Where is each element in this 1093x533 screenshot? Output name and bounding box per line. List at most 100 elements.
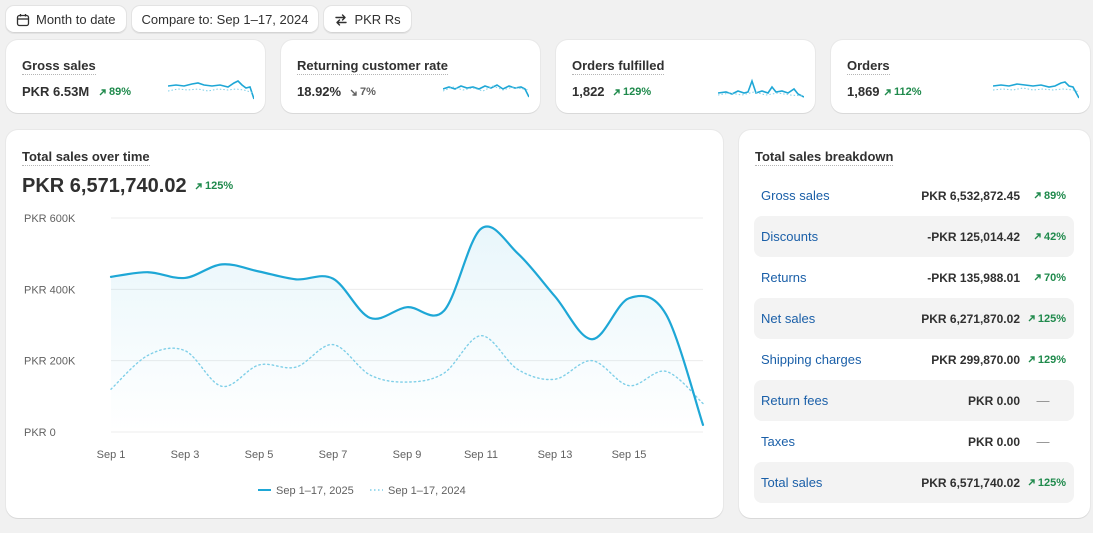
sales-line-chart[interactable]: PKR 600K PKR 400K PKR 200K PKR 0 Sep 1 Sep 3… (6, 130, 723, 518)
breakdown-value: PKR 6,532,872.45 (921, 188, 1020, 203)
metric-value: PKR 6.53M (22, 84, 90, 99)
x-tick-label: Sep 3 (171, 449, 200, 461)
breakdown-change: 125% (1020, 477, 1066, 489)
metric-card-gross-sales[interactable]: Gross sales PKR 6.53M 89% (6, 40, 265, 113)
breakdown-value: PKR 0.00 (967, 393, 1020, 408)
arrow-up-icon (195, 182, 202, 189)
breakdown-value: -PKR 125,014.42 (927, 229, 1020, 244)
breakdown-link[interactable]: Shipping charges (761, 352, 862, 367)
breakdown-change-value: 125% (1037, 476, 1066, 489)
sales-breakdown-card: Total sales breakdown Gross sales PKR 6,… (739, 130, 1090, 518)
y-tick-label: PKR 200K (24, 356, 76, 368)
series-line-current[interactable] (109, 225, 705, 426)
chart-total-value: PKR 6,571,740.02 (22, 175, 187, 197)
breakdown-row-discounts: Discounts -PKR 125,014.42 42% (754, 216, 1074, 257)
breakdown-change-value: 70% (1043, 271, 1066, 284)
currency-exchange-icon (335, 13, 348, 26)
breakdown-row-taxes: Taxes PKR 0.00 — (754, 421, 1074, 462)
y-tick-label: PKR 600K (24, 213, 76, 225)
breakdown-link[interactable]: Returns (761, 270, 807, 285)
metric-title[interactable]: Returning customer rate (297, 58, 448, 75)
arrow-up-icon (1028, 356, 1035, 363)
metric-change-value: 129% (623, 86, 652, 98)
metric-change: 129% (612, 86, 651, 98)
metric-change-value: 7% (360, 86, 376, 98)
breakdown-link[interactable]: Discounts (761, 229, 819, 244)
date-range-button[interactable]: Month to date (6, 6, 126, 33)
breakdown-value: PKR 299,870.00 (931, 352, 1020, 367)
metric-card-returning-customer-rate[interactable]: Returning customer rate 18.92% 7% (281, 40, 540, 113)
toolbar: Month to date Compare to: Sep 1–17, 2024… (6, 6, 411, 33)
breakdown-change-value: 125% (1037, 312, 1066, 325)
breakdown-value: PKR 0.00 (967, 434, 1020, 449)
x-tick-label: Sep 7 (319, 449, 348, 461)
arrow-up-icon (613, 88, 620, 95)
arrow-up-icon (99, 88, 106, 95)
metric-change: 7% (349, 86, 376, 98)
compare-button[interactable]: Compare to: Sep 1–17, 2024 (131, 6, 319, 33)
breakdown-row-net-sales: Net sales PKR 6,271,870.02 125% (754, 298, 1074, 339)
arrow-up-icon (1028, 315, 1035, 322)
breakdown-change-empty: — (1036, 393, 1050, 408)
breakdown-link[interactable]: Net sales (761, 311, 816, 326)
x-tick-label: Sep 9 (393, 449, 422, 461)
metric-card-orders[interactable]: Orders 1,869 112% (831, 40, 1090, 113)
date-range-label: Month to date (36, 12, 116, 27)
breakdown-link[interactable]: Total sales (761, 475, 823, 490)
calendar-icon (16, 13, 30, 26)
x-tick-label: Sep 1 (97, 449, 126, 461)
breakdown-change: 42% (1020, 231, 1066, 243)
currency-label: PKR Rs (354, 12, 401, 27)
y-tick-label: PKR 400K (24, 284, 76, 296)
arrow-up-icon (1034, 274, 1041, 281)
metric-change-value: 89% (109, 86, 132, 98)
arrow-down-icon (350, 89, 357, 96)
legend-label[interactable]: Sep 1–17, 2025 (276, 485, 354, 497)
metric-change-value: 112% (894, 86, 922, 98)
metric-sparkline (443, 84, 529, 98)
metric-title[interactable]: Orders fulfilled (572, 58, 665, 75)
chart-title[interactable]: Total sales over time (22, 149, 150, 166)
sales-over-time-card: Total sales over time PKR 6,571,740.02 1… (6, 130, 723, 518)
breakdown-link[interactable]: Taxes (761, 434, 795, 449)
breakdown-row-total-sales: Total sales PKR 6,571,740.02 125% (754, 462, 1074, 503)
breakdown-change-value: 89% (1043, 189, 1066, 202)
arrow-up-icon (1028, 479, 1035, 486)
breakdown-change: 129% (1020, 354, 1066, 366)
metric-sparkline (168, 80, 254, 100)
metric-card-orders-fulfilled[interactable]: Orders fulfilled 1,822 129% (556, 40, 815, 113)
currency-button[interactable]: PKR Rs (324, 6, 411, 33)
breakdown-value: -PKR 135,988.01 (927, 270, 1020, 285)
x-tick-label: Sep 13 (538, 449, 573, 461)
metric-sparkline (993, 81, 1079, 99)
metric-title[interactable]: Gross sales (22, 58, 96, 75)
metric-value: 18.92% (297, 84, 342, 99)
series-area-fill (111, 226, 703, 432)
breakdown-link[interactable]: Return fees (761, 393, 829, 408)
metric-sparkline (718, 78, 804, 98)
breakdown-change-value: 42% (1043, 230, 1066, 243)
legend-label[interactable]: Sep 1–17, 2024 (388, 485, 466, 497)
metric-change: 112% (883, 86, 922, 98)
breakdown-value: PKR 6,571,740.02 (921, 475, 1020, 490)
chart-total-change-value: 125% (205, 180, 234, 192)
breakdown-link[interactable]: Gross sales (761, 188, 830, 203)
metric-change: 89% (98, 86, 131, 98)
metric-value: 1,869 (847, 84, 880, 99)
breakdown-change: 89% (1020, 190, 1066, 202)
breakdown-change: 70% (1020, 272, 1066, 284)
x-tick-label: Sep 5 (245, 449, 274, 461)
breakdown-title[interactable]: Total sales breakdown (755, 149, 894, 166)
breakdown-row-shipping-charges: Shipping charges PKR 299,870.00 129% (754, 339, 1074, 380)
chart-total-change: 125% (194, 180, 233, 192)
breakdown-row-gross-sales: Gross sales PKR 6,532,872.45 89% (754, 175, 1074, 216)
breakdown-change: 125% (1020, 313, 1066, 325)
x-tick-label: Sep 15 (612, 449, 647, 461)
breakdown-change-empty: — (1036, 434, 1050, 449)
arrow-up-icon (1034, 192, 1041, 199)
x-tick-label: Sep 11 (464, 449, 498, 461)
metric-title[interactable]: Orders (847, 58, 890, 75)
breakdown-value: PKR 6,271,870.02 (921, 311, 1020, 326)
compare-label: Compare to: Sep 1–17, 2024 (141, 12, 309, 27)
metric-value: 1,822 (572, 84, 605, 99)
